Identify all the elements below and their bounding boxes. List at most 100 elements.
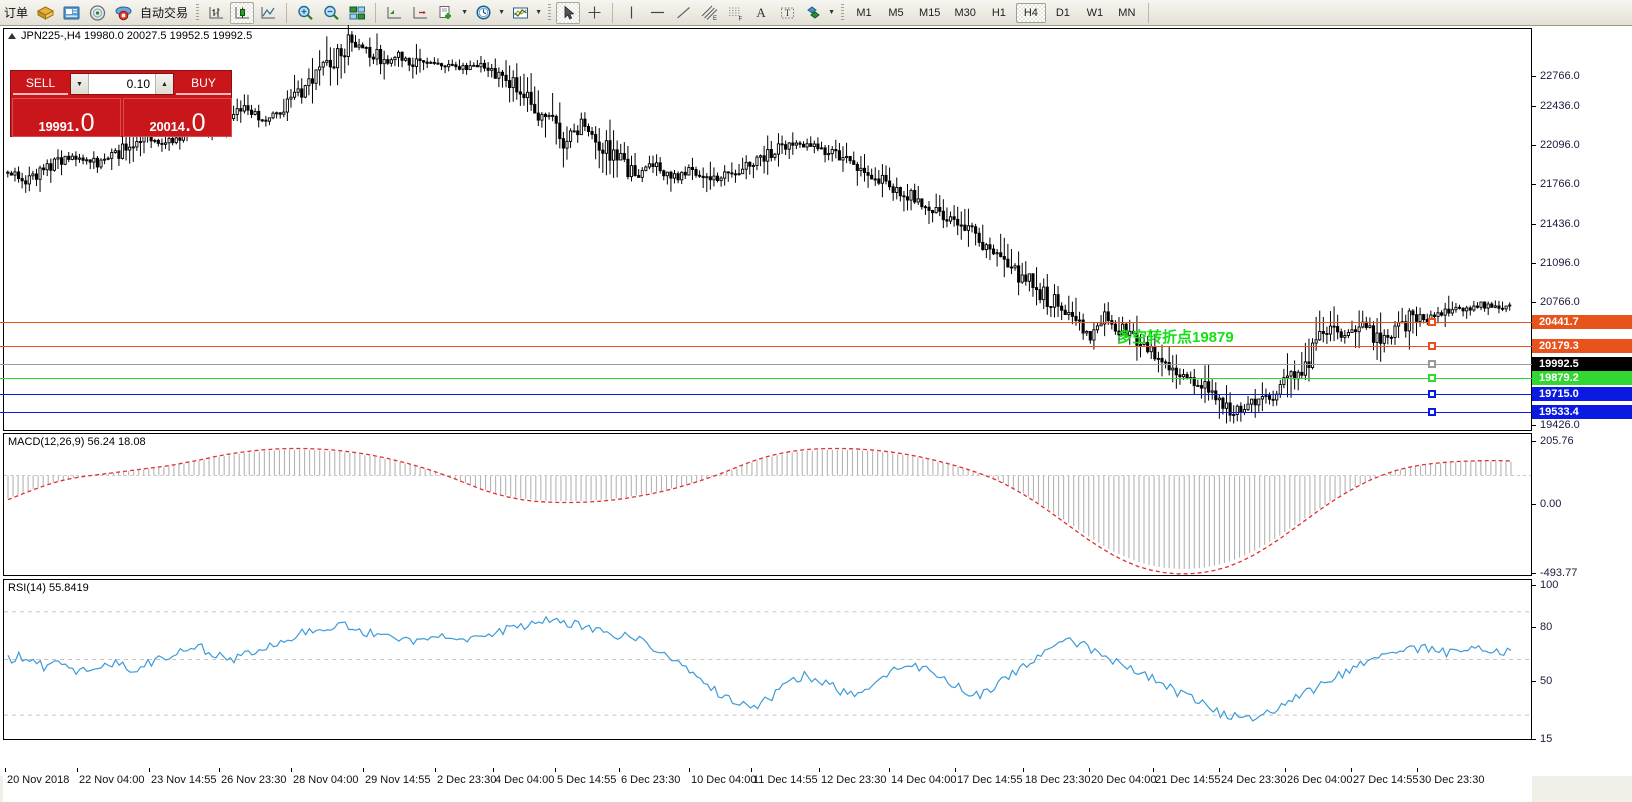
time-tickmark bbox=[751, 768, 752, 772]
level-price-tag[interactable]: 20179.3 bbox=[1532, 339, 1632, 353]
macd-plot bbox=[4, 447, 1531, 575]
timeframe-m1[interactable]: M1 bbox=[856, 6, 872, 19]
buy-price-display[interactable]: 20014 .0 bbox=[123, 98, 232, 137]
period-clock-icon[interactable] bbox=[471, 2, 495, 24]
line-chart-icon[interactable] bbox=[256, 2, 280, 24]
volume-decrement-icon[interactable]: ▼ bbox=[71, 74, 89, 94]
axis-tickmark bbox=[1532, 739, 1536, 740]
level-line-handle[interactable] bbox=[1428, 390, 1436, 398]
horizontal-level-line[interactable] bbox=[0, 408, 1532, 416]
level-line-handle[interactable] bbox=[1428, 408, 1436, 416]
one-click-trading-panel[interactable]: SELL ▼ 0.10 ▲ BUY 19991 .0 20014 .0 bbox=[10, 70, 232, 137]
macd-pane[interactable]: MACD(12,26,9) 56.24 18.08 bbox=[3, 433, 1532, 576]
timeframe-group: M1 M5 M15 M30 H1 H4 D1 W1 MN bbox=[848, 2, 1143, 23]
time-tickmark bbox=[955, 768, 956, 772]
svg-text:E: E bbox=[713, 16, 717, 22]
horizontal-level-line[interactable] bbox=[0, 360, 1532, 368]
sell-price-integer: 19991 bbox=[38, 119, 74, 134]
toolbar-divider bbox=[548, 3, 552, 22]
auto-scroll-icon[interactable] bbox=[382, 2, 406, 24]
level-price-tag[interactable]: 19533.4 bbox=[1532, 405, 1632, 419]
autotrade-label[interactable]: 自动交易 bbox=[140, 6, 189, 20]
order-menu-label[interactable]: 订单 bbox=[4, 6, 29, 20]
macd-axis-rule bbox=[1531, 433, 1532, 576]
volume-increment-icon[interactable]: ▲ bbox=[155, 74, 173, 94]
timeframe-m5[interactable]: M5 bbox=[888, 6, 904, 19]
axis-tickmark bbox=[1532, 302, 1536, 303]
timeframe-h4[interactable]: H4 bbox=[1015, 2, 1046, 23]
timeframe-m15[interactable]: M15 bbox=[919, 6, 941, 19]
tile-windows-icon[interactable] bbox=[345, 2, 369, 24]
chevron-down-icon[interactable]: ▼ bbox=[498, 9, 505, 16]
horizontal-level-line[interactable] bbox=[0, 318, 1532, 326]
candlestick-chart-icon[interactable] bbox=[230, 1, 255, 24]
timeframe-d1[interactable]: D1 bbox=[1055, 6, 1070, 19]
text-label-icon[interactable]: T bbox=[775, 2, 799, 24]
rsi-axis[interactable]: 100 80 50 15 bbox=[1532, 579, 1632, 745]
signal-icon[interactable] bbox=[111, 2, 135, 24]
mailbox-icon[interactable] bbox=[85, 2, 109, 24]
chevron-down-icon[interactable]: ▼ bbox=[828, 9, 835, 16]
sell-button[interactable]: SELL bbox=[13, 73, 68, 95]
rsi-pane[interactable]: RSI(14) 55.8419 bbox=[3, 579, 1532, 740]
level-line-handle[interactable] bbox=[1428, 318, 1436, 326]
timeframe-m30[interactable]: M30 bbox=[954, 6, 976, 19]
macd-histogram bbox=[7, 449, 1512, 569]
rsi-axis-rule bbox=[1531, 579, 1532, 740]
chevron-down-icon[interactable]: ▼ bbox=[535, 9, 542, 16]
axis-tickmark bbox=[1532, 681, 1536, 682]
axis-tickmark bbox=[1532, 184, 1536, 185]
chart-canvas-area[interactable]: JPN225-,H4 19980.0 20027.5 19952.5 19992… bbox=[0, 25, 1632, 802]
level-line-handle[interactable] bbox=[1428, 360, 1436, 368]
vertical-line-icon[interactable] bbox=[619, 2, 643, 24]
time-axis[interactable]: 20 Nov 2018 22 Nov 04:00 23 Nov 14:55 26 No… bbox=[3, 768, 1532, 802]
sell-price-display[interactable]: 19991 .0 bbox=[12, 98, 121, 137]
horizontal-level-line[interactable] bbox=[0, 374, 1532, 382]
order-icon[interactable] bbox=[33, 2, 57, 24]
macd-axis[interactable]: 205.76 0.00 -493.77 bbox=[1532, 433, 1632, 579]
text-icon[interactable]: A bbox=[756, 4, 766, 20]
horizontal-level-line[interactable] bbox=[0, 390, 1532, 398]
news-icon[interactable] bbox=[59, 2, 83, 24]
equidistant-channel-icon[interactable]: E bbox=[697, 2, 721, 24]
zoom-out-icon[interactable] bbox=[319, 2, 343, 24]
new-template-icon[interactable] bbox=[434, 2, 458, 24]
horizontal-level-line[interactable] bbox=[0, 342, 1532, 350]
level-price-tag[interactable]: 19879.2 bbox=[1532, 371, 1632, 385]
fibonacci-retracement-icon[interactable]: F bbox=[723, 2, 747, 24]
trendline-icon[interactable] bbox=[671, 2, 695, 24]
time-tickmark bbox=[1023, 768, 1024, 772]
level-price-tag[interactable]: 19715.0 bbox=[1532, 387, 1632, 401]
timeframe-h1[interactable]: H1 bbox=[991, 6, 1006, 19]
cursor-icon[interactable] bbox=[556, 1, 581, 24]
macd-signal-line bbox=[7, 447, 1512, 575]
buy-button[interactable]: BUY bbox=[176, 73, 231, 95]
timeframe-w1[interactable]: W1 bbox=[1086, 6, 1104, 19]
time-tickmark bbox=[291, 768, 292, 772]
chevron-down-icon[interactable]: ▼ bbox=[461, 9, 468, 16]
time-tickmark bbox=[1219, 768, 1220, 772]
level-price-tag[interactable]: 19992.5 bbox=[1532, 357, 1632, 371]
indicators-icon[interactable] bbox=[508, 2, 532, 24]
timeframe-mn[interactable]: MN bbox=[1118, 6, 1136, 19]
bar-chart-icon[interactable] bbox=[204, 2, 228, 24]
volume-stepper[interactable]: ▼ 0.10 ▲ bbox=[70, 73, 174, 95]
level-line-handle[interactable] bbox=[1428, 374, 1436, 382]
horizontal-line-icon[interactable] bbox=[645, 2, 669, 24]
main-toolbar: 订单 自动交易 bbox=[0, 0, 1632, 26]
chart-shift-icon[interactable] bbox=[408, 2, 432, 24]
time-tickmark bbox=[819, 768, 820, 772]
axis-tick-label: 50 bbox=[1540, 675, 1553, 687]
zoom-in-icon[interactable] bbox=[293, 2, 317, 24]
axis-tickmark bbox=[1532, 627, 1536, 628]
crosshair-icon[interactable] bbox=[582, 2, 606, 24]
level-price-tag[interactable]: 20441.7 bbox=[1532, 315, 1632, 329]
macd-title: MACD(12,26,9) 56.24 18.08 bbox=[8, 436, 146, 448]
time-tickmark bbox=[889, 768, 890, 772]
price-axis-rule bbox=[1531, 28, 1532, 431]
objects-list-icon[interactable] bbox=[801, 2, 825, 24]
level-line-handle[interactable] bbox=[1428, 342, 1436, 350]
volume-input[interactable]: 0.10 bbox=[89, 74, 155, 94]
price-pane[interactable] bbox=[3, 25, 1532, 431]
time-tickmark bbox=[1089, 768, 1090, 772]
